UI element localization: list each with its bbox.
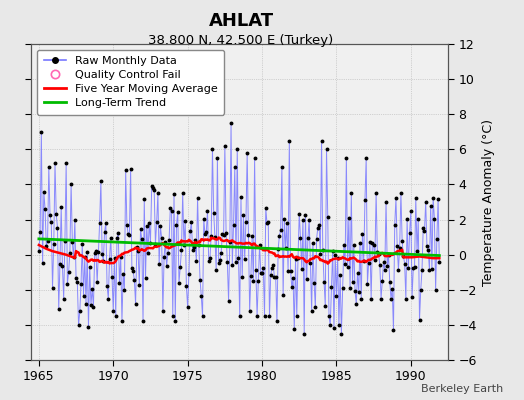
- Text: AHLAT: AHLAT: [209, 12, 274, 30]
- Y-axis label: Temperature Anomaly (°C): Temperature Anomaly (°C): [483, 118, 495, 286]
- Legend: Raw Monthly Data, Quality Control Fail, Five Year Moving Average, Long-Term Tren: Raw Monthly Data, Quality Control Fail, …: [37, 50, 224, 114]
- Text: Berkeley Earth: Berkeley Earth: [421, 384, 503, 394]
- Text: 38.800 N, 42.500 E (Turkey): 38.800 N, 42.500 E (Turkey): [148, 34, 334, 47]
